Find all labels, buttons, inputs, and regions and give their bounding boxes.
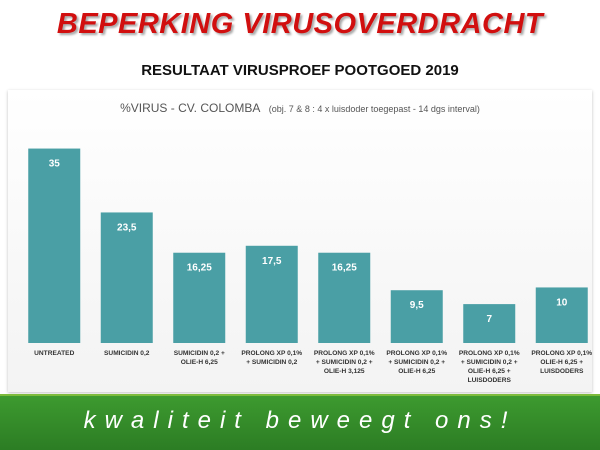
- bar-4: [245, 245, 298, 343]
- bar-group: 35 UNTREATED 23,5 SUMICIDIN 0,2 16,25 SUMICID…: [28, 148, 592, 384]
- bar-value-label: 10: [556, 297, 568, 308]
- bar-1: [28, 148, 81, 343]
- bar-value-label: 16,25: [187, 263, 212, 274]
- page-subtitle: RESULTAAT VIRUSPROEF POOTGOED 2019: [141, 62, 459, 79]
- bar-3: [173, 252, 226, 343]
- bar-value-label: 9,5: [410, 300, 424, 311]
- category-label: PROLONG XP 0,1% OLIE-H 6,25 + LUISDODERS: [531, 350, 592, 375]
- bar-value-label: 16,25: [332, 263, 357, 274]
- category-label: UNTREATED: [34, 350, 74, 357]
- bar-value-label: 17,5: [262, 256, 282, 267]
- category-label: PROLONG XP 0,1% + SUMICIDIN 0,2: [241, 350, 302, 366]
- category-label: SUMICIDIN 0,2: [104, 350, 150, 357]
- bar-value-label: 23,5: [117, 222, 137, 233]
- bar-value-label: 7: [486, 314, 492, 325]
- chart-title-note: (obj. 7 & 8 : 4 x luisdoder toegepast - …: [269, 104, 480, 114]
- chart-title: %VIRUS - CV. COLOMBA (obj. 7 & 8 : 4 x l…: [120, 99, 480, 116]
- category-label: SUMICIDIN 0,2 + OLIE-H 6,25: [174, 350, 225, 366]
- chart-title-main: %VIRUS - CV. COLOMBA: [120, 101, 260, 115]
- footer-divider: [0, 394, 600, 396]
- footer-banner: kwaliteit beweegt ons!: [0, 396, 600, 450]
- page-title: BEPERKING VIRUSOVERDRACHT: [56, 8, 544, 40]
- footer-slogan: kwaliteit beweegt ons!: [83, 407, 517, 434]
- bar-5: [318, 252, 371, 343]
- bar-8: [535, 287, 588, 343]
- bar-chart: %VIRUS - CV. COLOMBA (obj. 7 & 8 : 4 x l…: [28, 99, 592, 384]
- category-label: PROLONG XP 0,1% + SUMICIDIN 0,2 + OLIE-H 6…: [459, 350, 520, 384]
- bar-7: [463, 304, 516, 343]
- category-label: PROLONG XP 0,1% + SUMICIDIN 0,2 + OLIE-H 3…: [314, 350, 375, 375]
- bar-value-label: 35: [49, 159, 61, 170]
- category-label: PROLONG XP 0,1% + SUMICIDIN 0,2 + OLIE-H 6…: [386, 350, 447, 375]
- chart-panel: %VIRUS - CV. COLOMBA (obj. 7 & 8 : 4 x l…: [8, 90, 592, 392]
- bar-2: [100, 212, 153, 343]
- bar-6: [390, 290, 443, 343]
